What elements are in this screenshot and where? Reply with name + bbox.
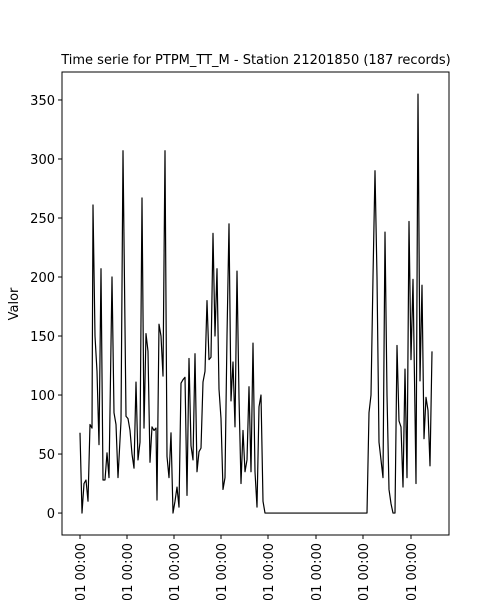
y-tick-label: 300 — [30, 153, 55, 168]
chart-title: Time serie for PTPM_TT_M - Station 21201… — [60, 53, 451, 68]
x-tick-label: 01 00:00 — [357, 543, 372, 600]
y-tick-label: 150 — [30, 330, 55, 345]
x-tick-label: 01 00:00 — [262, 543, 277, 600]
y-tick-label: 50 — [38, 448, 55, 463]
plot-frame — [61, 71, 450, 536]
x-tick-label: 01 00:00 — [215, 543, 230, 600]
x-tick-label: 01 00:00 — [310, 543, 325, 600]
x-tick-label: 01 00:00 — [168, 543, 183, 600]
y-tick-label: 200 — [30, 271, 55, 286]
data-line — [79, 93, 433, 514]
x-tick-label: 01 00:00 — [121, 543, 136, 600]
x-tick-label: 01 00:00 — [74, 543, 89, 600]
y-tick-label: 350 — [30, 94, 55, 109]
y-axis-label: Valor — [7, 287, 22, 320]
y-tick-label: 100 — [30, 389, 55, 404]
x-tick-label: 01 00:00 — [405, 543, 420, 600]
y-tick-label: 0 — [47, 507, 55, 522]
y-tick-label: 250 — [30, 212, 55, 227]
